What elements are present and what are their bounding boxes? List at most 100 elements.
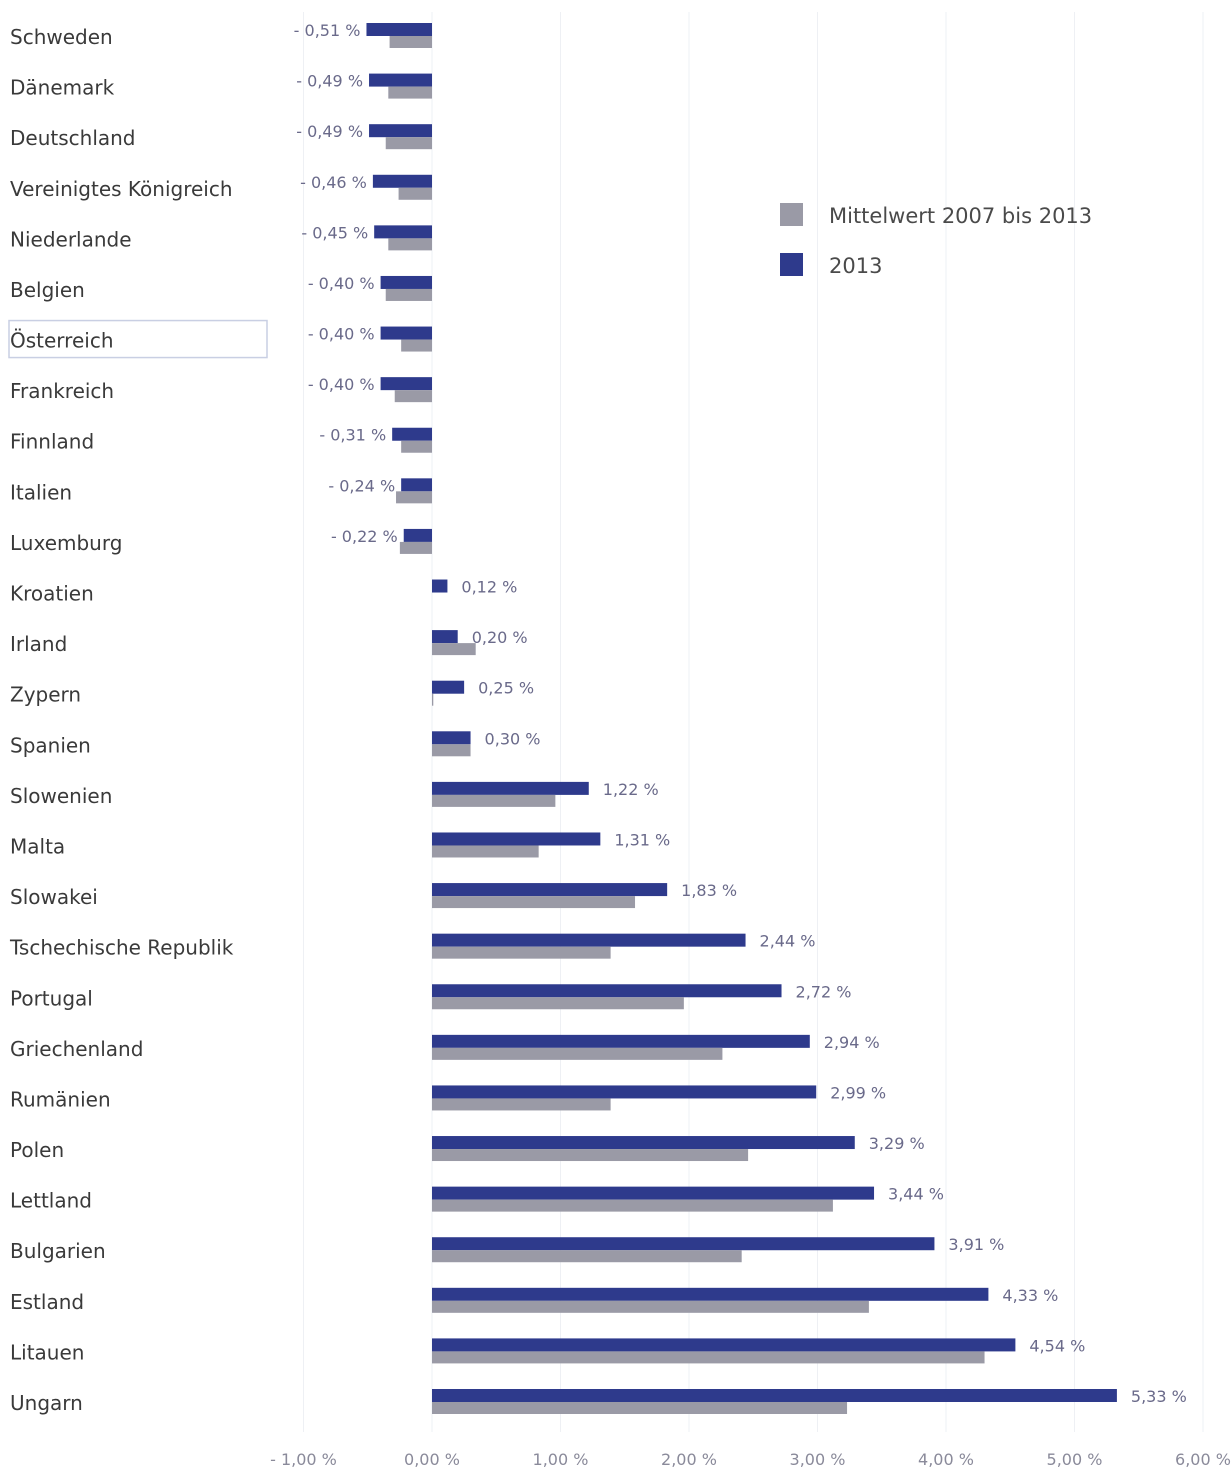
bar-2013 — [432, 1136, 855, 1150]
bar-mean — [385, 288, 432, 301]
category-label: Dänemark — [10, 76, 115, 100]
bar-mean — [432, 1250, 742, 1263]
value-label: 1,83 % — [681, 881, 737, 900]
bar-2013 — [380, 326, 432, 340]
bar-mean — [432, 896, 636, 909]
value-label: - 0,40 % — [308, 375, 375, 394]
bar-2013 — [432, 832, 601, 846]
category-label: Portugal — [10, 986, 93, 1010]
value-label: - 0,49 % — [296, 72, 363, 91]
bar-mean — [388, 86, 432, 99]
legend-label: 2013 — [829, 254, 882, 278]
category-label: Slowenien — [10, 784, 112, 808]
value-label: - 0,40 % — [308, 274, 375, 293]
value-label: 2,94 % — [824, 1033, 880, 1052]
bar-2013 — [432, 984, 782, 998]
bar-2013 — [432, 680, 465, 694]
bar-2013 — [432, 883, 668, 897]
x-tick-label: - 1,00 % — [270, 1450, 337, 1469]
x-tick-label: 1,00 % — [533, 1450, 589, 1469]
bar-2013 — [432, 1186, 875, 1200]
value-label: 3,91 % — [948, 1235, 1004, 1254]
value-label: 3,29 % — [869, 1134, 925, 1153]
category-label: Spanien — [10, 733, 91, 757]
x-tick-label: 0,00 % — [404, 1450, 460, 1469]
category-label: Litauen — [10, 1340, 84, 1364]
category-label: Estland — [10, 1290, 84, 1314]
category-label: Deutschland — [10, 126, 136, 150]
category-label: Kroatien — [10, 582, 94, 606]
value-label: 2,44 % — [760, 932, 816, 951]
category-label: Malta — [10, 834, 65, 858]
category-label: Rumänien — [10, 1087, 111, 1111]
bar-mean — [396, 491, 432, 504]
value-label: 1,31 % — [614, 830, 670, 849]
value-label: 2,99 % — [830, 1083, 886, 1102]
highlight-box — [8, 319, 268, 359]
bar-mean — [432, 1149, 749, 1162]
bar-mean — [398, 187, 432, 200]
bar-mean — [432, 744, 471, 757]
category-label: Vereinigtes Königreich — [10, 177, 233, 201]
bar-mean — [432, 1300, 869, 1313]
category-label: Zypern — [10, 683, 81, 707]
bar-2013 — [392, 427, 432, 441]
bar-2013 — [380, 377, 432, 391]
bar-2013 — [374, 225, 432, 239]
category-label: Bulgarien — [10, 1239, 106, 1263]
value-label: - 0,46 % — [300, 173, 367, 192]
category-label: Lettland — [10, 1189, 92, 1213]
value-label: 3,44 % — [888, 1185, 944, 1204]
bar-2013 — [432, 933, 746, 947]
value-label: - 0,45 % — [301, 223, 368, 242]
bar-mean — [388, 238, 432, 251]
bar-mean — [432, 845, 539, 858]
category-label: Luxemburg — [10, 531, 122, 555]
value-label: - 0,31 % — [319, 426, 386, 445]
bar-mean — [401, 339, 432, 352]
bar-mean — [432, 1402, 848, 1414]
bar-mean — [432, 1047, 723, 1060]
bar-2013 — [401, 478, 432, 492]
bar-mean — [432, 1199, 833, 1212]
legend-swatch — [780, 203, 803, 226]
bar-mean — [432, 1351, 985, 1364]
bar-mean — [432, 997, 684, 1010]
value-label: - 0,24 % — [328, 476, 395, 495]
bar-2013 — [372, 174, 432, 188]
x-tick-label: 6,00 % — [1175, 1450, 1231, 1469]
value-label: 2,72 % — [796, 982, 852, 1001]
bar-mean — [394, 390, 432, 403]
value-label: 0,30 % — [485, 729, 541, 748]
x-tick-label: 5,00 % — [1047, 1450, 1103, 1469]
bar-2013 — [432, 1085, 817, 1099]
value-label: - 0,49 % — [296, 122, 363, 141]
bar-mean — [401, 440, 432, 453]
bar-mean — [432, 1098, 611, 1111]
bar-2013 — [432, 1287, 989, 1301]
category-label: Tschechische Republik — [9, 936, 234, 960]
bar-2013 — [432, 630, 458, 644]
category-label: Polen — [10, 1138, 64, 1162]
category-label: Niederlande — [10, 227, 132, 251]
x-tick-label: 4,00 % — [918, 1450, 974, 1469]
category-label: Österreich — [10, 329, 114, 353]
value-label: - 0,22 % — [331, 527, 398, 546]
category-labels: Schweden Dänemark Deutschland Vereinigtes K… — [8, 25, 268, 1415]
value-label: 0,12 % — [461, 578, 517, 597]
bar-mean — [432, 946, 611, 959]
category-label: Frankreich — [10, 379, 114, 403]
bar-mean — [399, 541, 432, 554]
category-label: Griechenland — [10, 1037, 143, 1061]
bar-2013 — [403, 528, 432, 542]
x-axis-ticks: - 1,00 % 0,00 % 1,00 % 2,00 % 3,00 % 4,00 % 5,… — [270, 1450, 1231, 1469]
bar-2013 — [432, 1389, 1117, 1402]
value-label: - 0,40 % — [308, 325, 375, 344]
value-label: 0,20 % — [472, 628, 528, 647]
value-label: - 0,51 % — [294, 21, 361, 40]
bar-2013 — [366, 23, 432, 36]
category-label: Irland — [10, 632, 67, 656]
bar-2013 — [432, 1338, 1016, 1352]
category-label: Slowakei — [10, 885, 98, 909]
